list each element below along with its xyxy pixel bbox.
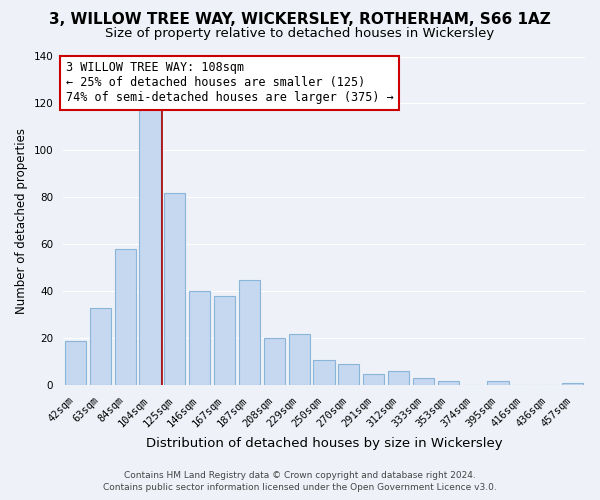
Bar [164, 192, 185, 386]
Bar [115, 249, 136, 386]
Bar [239, 280, 260, 386]
Bar [90, 308, 111, 386]
Bar [214, 296, 235, 386]
Bar [65, 340, 86, 386]
Bar [264, 338, 285, 386]
Bar [413, 378, 434, 386]
Bar [388, 372, 409, 386]
Bar [139, 106, 161, 386]
Y-axis label: Number of detached properties: Number of detached properties [15, 128, 28, 314]
Bar [562, 383, 583, 386]
Bar [189, 292, 210, 386]
Bar [313, 360, 335, 386]
Bar [487, 380, 509, 386]
Text: Contains HM Land Registry data © Crown copyright and database right 2024.
Contai: Contains HM Land Registry data © Crown c… [103, 471, 497, 492]
Bar [363, 374, 384, 386]
Bar [438, 380, 459, 386]
Text: 3, WILLOW TREE WAY, WICKERSLEY, ROTHERHAM, S66 1AZ: 3, WILLOW TREE WAY, WICKERSLEY, ROTHERHA… [49, 12, 551, 28]
X-axis label: Distribution of detached houses by size in Wickersley: Distribution of detached houses by size … [146, 437, 502, 450]
Bar [338, 364, 359, 386]
Text: 3 WILLOW TREE WAY: 108sqm
← 25% of detached houses are smaller (125)
74% of semi: 3 WILLOW TREE WAY: 108sqm ← 25% of detac… [65, 62, 394, 104]
Text: Size of property relative to detached houses in Wickersley: Size of property relative to detached ho… [106, 28, 494, 40]
Bar [289, 334, 310, 386]
